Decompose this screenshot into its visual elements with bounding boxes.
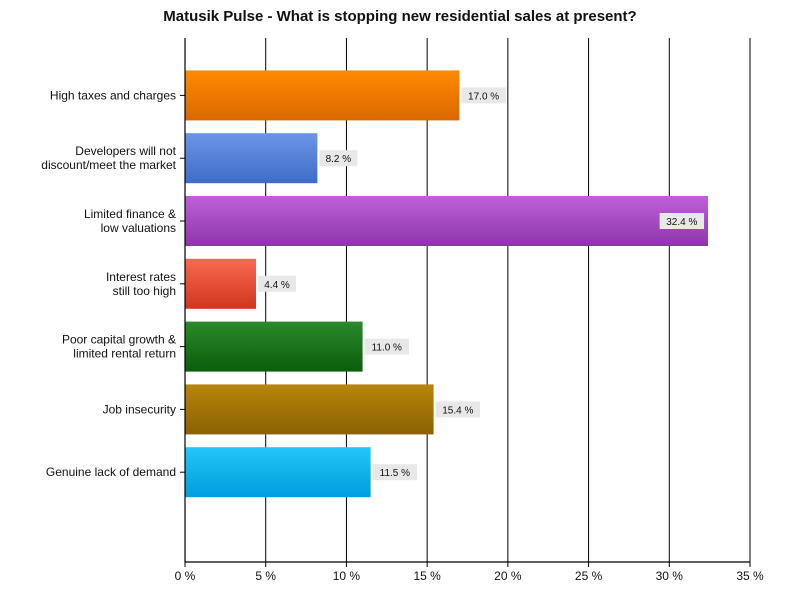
axes bbox=[180, 38, 751, 567]
category-label: Interest rates still too high bbox=[106, 270, 176, 298]
value-label-bg bbox=[461, 87, 506, 104]
x-tick-label: 30 % bbox=[656, 569, 684, 583]
category-label: High taxes and charges bbox=[50, 88, 176, 102]
x-tick-label: 20 % bbox=[494, 569, 522, 583]
bar bbox=[185, 196, 709, 246]
x-tick-label: 10 % bbox=[333, 569, 361, 583]
x-tick-label: 25 % bbox=[575, 569, 603, 583]
bars bbox=[185, 70, 709, 498]
category-label: Job insecurity bbox=[103, 402, 176, 416]
bar bbox=[185, 321, 363, 372]
value-label: 15.4 % bbox=[442, 405, 473, 416]
labels: 0 % 5 % 10 % 15 % 20 % 25 % 30 % 35 % High taxes… bbox=[41, 87, 764, 583]
x-tick-label: 35 % bbox=[736, 569, 764, 583]
bar bbox=[185, 70, 460, 121]
value-label: 4.4 % bbox=[264, 280, 290, 291]
value-label: 32.4 % bbox=[666, 217, 697, 228]
value-label-bg bbox=[372, 464, 418, 481]
chart-title: Matusik Pulse - What is stopping new res… bbox=[163, 8, 637, 25]
x-tick-label: 15 % bbox=[413, 569, 441, 583]
bar bbox=[185, 258, 257, 309]
value-label-bg bbox=[659, 213, 705, 229]
value-label: 11.5 % bbox=[380, 468, 410, 479]
value-label: 11.0 % bbox=[372, 343, 402, 354]
category-label: Genuine lack of demand bbox=[46, 465, 176, 479]
value-label-bg bbox=[364, 338, 409, 355]
value-label: 17.0 % bbox=[468, 91, 499, 102]
bar bbox=[185, 384, 434, 435]
value-label-bg bbox=[435, 401, 480, 418]
bar bbox=[185, 447, 371, 498]
category-label: Limited finance & low valuations bbox=[84, 207, 176, 235]
x-tick-label: 0 % bbox=[175, 569, 196, 583]
value-label: 8.2 % bbox=[326, 154, 352, 165]
bar bbox=[185, 133, 318, 184]
value-label-bg bbox=[258, 275, 297, 292]
category-label: Developers will not discount/meet the mar… bbox=[41, 144, 176, 172]
x-tick-label: 5 % bbox=[255, 569, 276, 583]
value-label-bg bbox=[319, 150, 358, 167]
category-label: Poor capital growth & limited rental retu… bbox=[62, 333, 176, 361]
